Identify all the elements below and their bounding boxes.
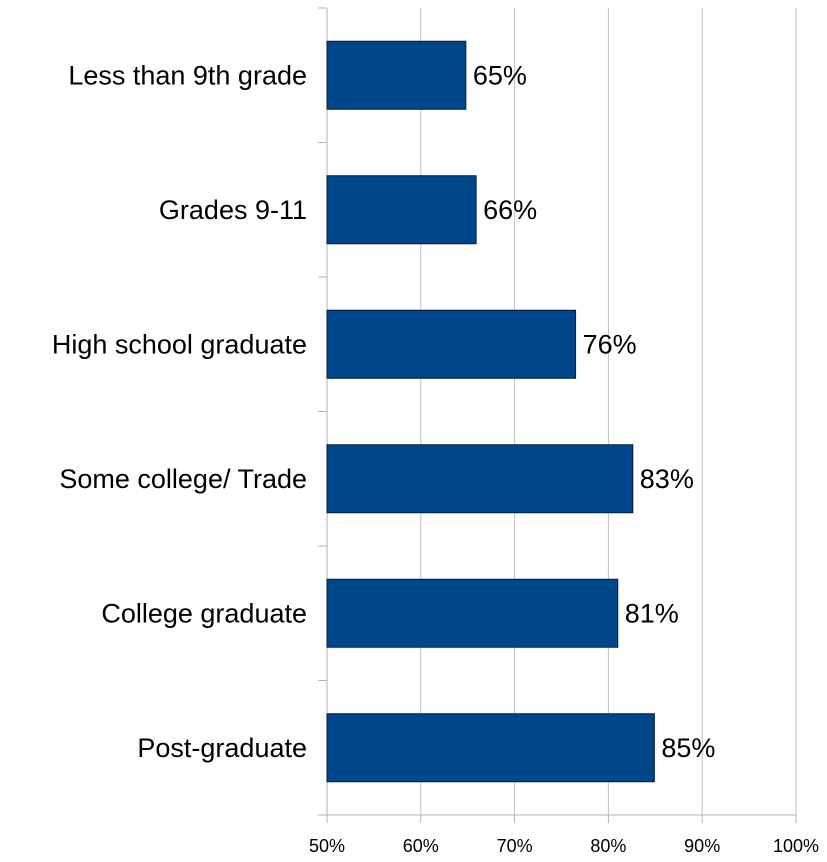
bar [326,40,467,110]
category-label: Less than 9th grade [68,60,307,90]
x-tick-label: 60% [403,836,439,856]
category-label: Post-graduate [137,733,307,763]
category-label: High school graduate [52,329,307,359]
labels: 50% 60% 70% 80% 90% 100% Less than 9th grade 65… [52,60,819,856]
x-tick-label: 90% [684,836,720,856]
x-tick-label: 100% [773,836,819,856]
bar [326,309,577,379]
value-label: 65% [473,60,527,90]
bar [326,713,655,783]
value-label: 76% [583,329,637,359]
value-label: 81% [625,598,679,628]
category-label: Grades 9-11 [159,195,307,225]
x-tick-label: 80% [590,836,626,856]
category-label: Some college/ Trade [59,464,307,494]
grid-lines [420,8,797,815]
axes [318,7,797,823]
value-label: 66% [483,195,537,225]
category-label: College graduate [101,598,307,628]
x-tick-label: 50% [309,836,345,856]
bars [326,40,655,783]
bar [326,175,477,245]
bar [326,578,619,648]
value-label: 83% [640,464,694,494]
x-tick-label: 70% [497,836,533,856]
bar [326,444,634,514]
value-label: 85% [661,733,715,763]
